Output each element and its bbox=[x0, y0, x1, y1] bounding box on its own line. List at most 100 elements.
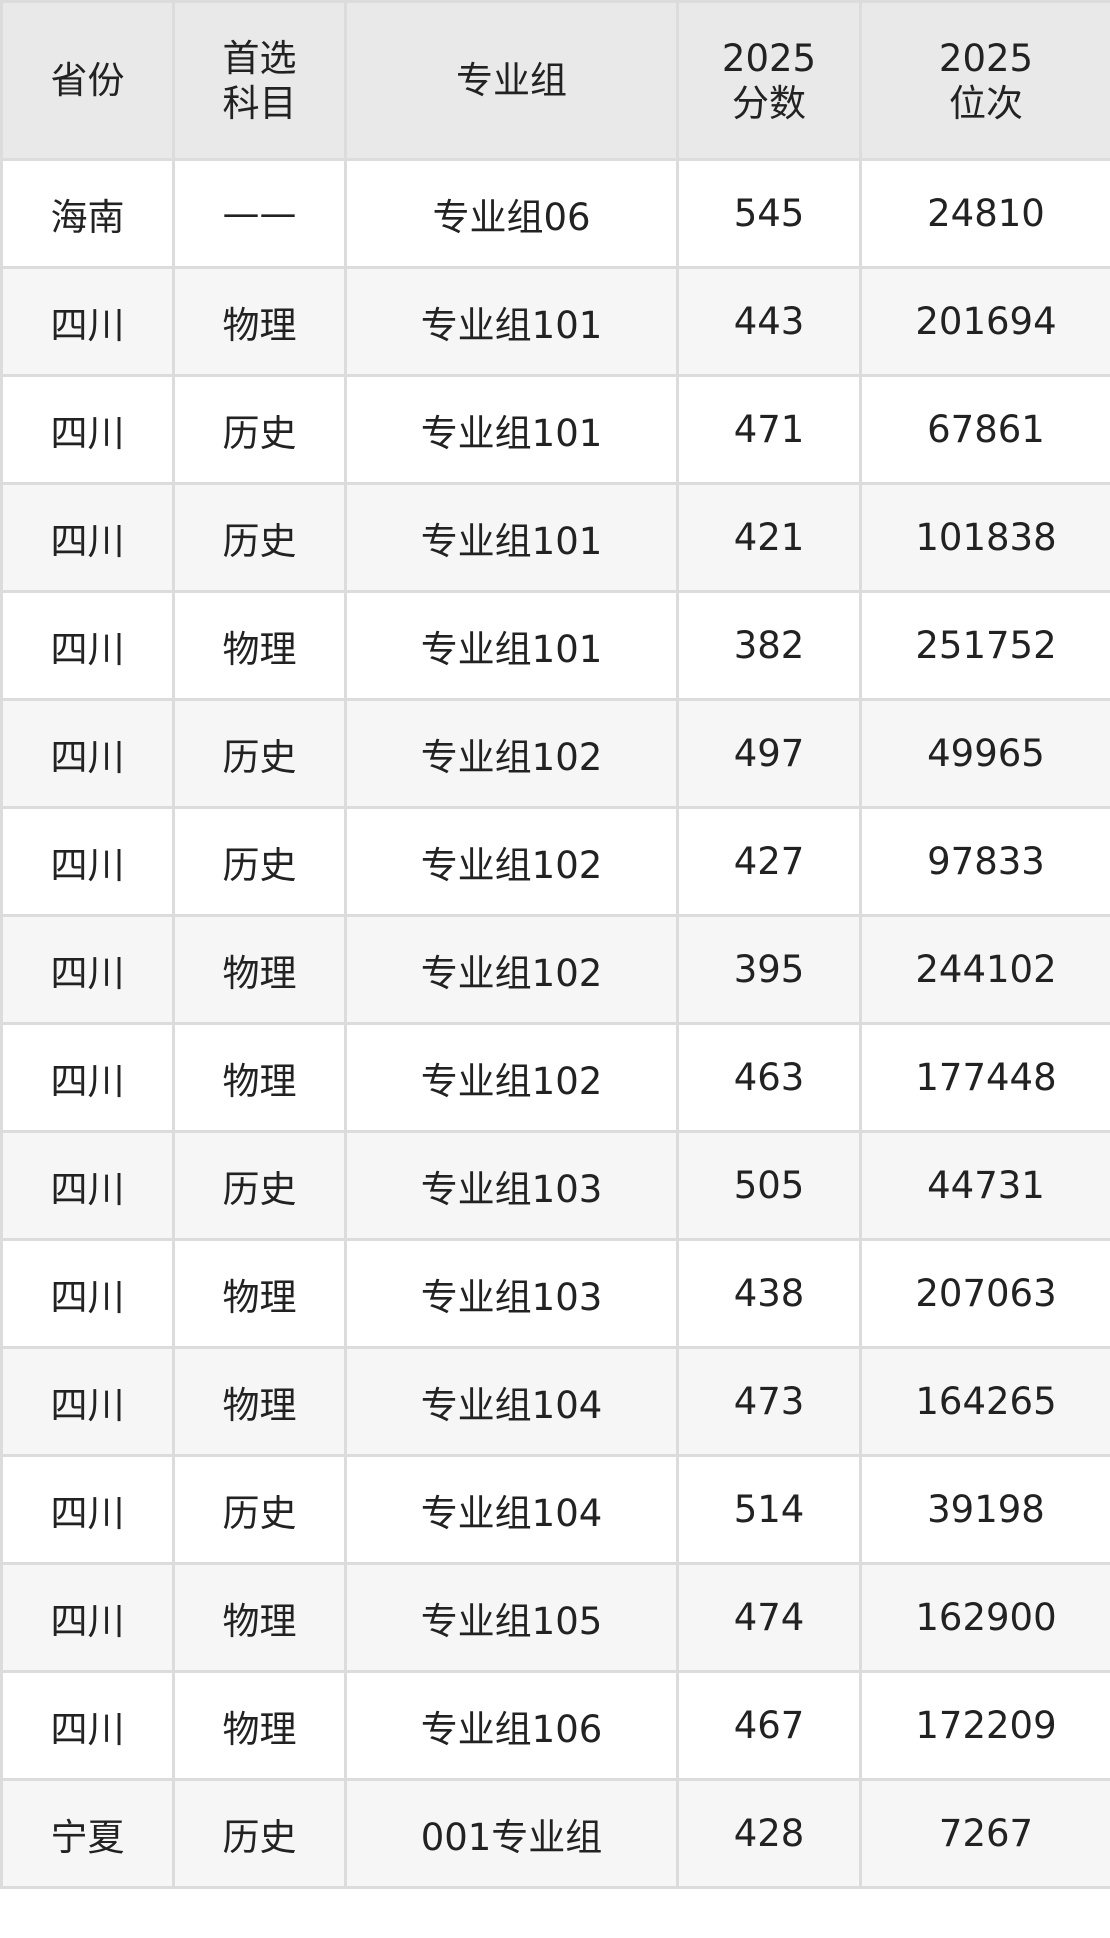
cell-province: 四川 bbox=[0, 374, 175, 485]
cell-rank-2025: 39198 bbox=[859, 1454, 1110, 1565]
cell-score-2025: 443 bbox=[676, 266, 862, 377]
cell-score-2025: 505 bbox=[676, 1130, 862, 1241]
cell-major-group: 专业组101 bbox=[344, 374, 679, 485]
header-text: 省份 bbox=[50, 59, 125, 102]
cell-first-subject: 物理 bbox=[172, 1670, 347, 1781]
cell-rank-2025: 251752 bbox=[859, 590, 1110, 701]
header-text: 专业组 bbox=[456, 59, 567, 102]
table-row: 四川 物理 专业组101 443 201694 bbox=[0, 266, 1110, 377]
table-row: 四川 物理 专业组105 474 162900 bbox=[0, 1562, 1110, 1673]
header-text: 首选 bbox=[222, 36, 297, 80]
cell-rank-2025: 177448 bbox=[859, 1022, 1110, 1133]
header-province: 省份 bbox=[0, 0, 175, 161]
cell-first-subject: 物理 bbox=[172, 914, 347, 1025]
header-text: 2025 bbox=[721, 36, 817, 80]
header-first-subject: 首选 科目 bbox=[172, 0, 347, 161]
cell-score-2025: 467 bbox=[676, 1670, 862, 1781]
header-text: 分数 bbox=[732, 81, 806, 125]
cell-major-group: 专业组102 bbox=[344, 914, 679, 1025]
cell-score-2025: 427 bbox=[676, 806, 862, 917]
cell-province: 四川 bbox=[0, 590, 175, 701]
cell-province: 四川 bbox=[0, 1238, 175, 1349]
cell-major-group: 专业组102 bbox=[344, 1022, 679, 1133]
cell-rank-2025: 201694 bbox=[859, 266, 1110, 377]
table-row: 四川 物理 专业组101 382 251752 bbox=[0, 590, 1110, 701]
cell-province: 宁夏 bbox=[0, 1778, 175, 1889]
table-row: 四川 历史 专业组102 427 97833 bbox=[0, 806, 1110, 917]
table-row: 海南 —— 专业组06 545 24810 bbox=[0, 158, 1110, 269]
table-header: 省份 首选 科目 专业组 2025 分数 2025 位次 bbox=[0, 0, 1110, 161]
cell-score-2025: 463 bbox=[676, 1022, 862, 1133]
cell-rank-2025: 172209 bbox=[859, 1670, 1110, 1781]
cell-major-group: 001专业组 bbox=[344, 1778, 679, 1889]
cell-major-group: 专业组06 bbox=[344, 158, 679, 269]
cell-major-group: 专业组102 bbox=[344, 806, 679, 917]
cell-province: 四川 bbox=[0, 266, 175, 377]
header-major-group: 专业组 bbox=[344, 0, 679, 161]
cell-major-group: 专业组105 bbox=[344, 1562, 679, 1673]
cell-first-subject: 物理 bbox=[172, 266, 347, 377]
header-text: 2025 bbox=[938, 36, 1034, 80]
cell-province: 四川 bbox=[0, 482, 175, 593]
cell-major-group: 专业组106 bbox=[344, 1670, 679, 1781]
cell-rank-2025: 7267 bbox=[859, 1778, 1110, 1889]
cell-rank-2025: 244102 bbox=[859, 914, 1110, 1025]
cell-first-subject: 历史 bbox=[172, 806, 347, 917]
table-row: 宁夏 历史 001专业组 428 7267 bbox=[0, 1778, 1110, 1889]
header-row: 省份 首选 科目 专业组 2025 分数 2025 位次 bbox=[0, 0, 1110, 161]
cell-major-group: 专业组101 bbox=[344, 482, 679, 593]
cell-major-group: 专业组102 bbox=[344, 698, 679, 809]
cell-rank-2025: 101838 bbox=[859, 482, 1110, 593]
cell-province: 四川 bbox=[0, 1670, 175, 1781]
cell-major-group: 专业组104 bbox=[344, 1454, 679, 1565]
cell-first-subject: 历史 bbox=[172, 1778, 347, 1889]
cell-major-group: 专业组103 bbox=[344, 1238, 679, 1349]
cell-score-2025: 474 bbox=[676, 1562, 862, 1673]
cell-score-2025: 514 bbox=[676, 1454, 862, 1565]
cell-rank-2025: 164265 bbox=[859, 1346, 1110, 1457]
cell-rank-2025: 49965 bbox=[859, 698, 1110, 809]
cell-province: 四川 bbox=[0, 1130, 175, 1241]
cell-score-2025: 438 bbox=[676, 1238, 862, 1349]
cell-first-subject: —— bbox=[172, 158, 347, 269]
header-score-2025: 2025 分数 bbox=[676, 0, 862, 161]
cell-score-2025: 395 bbox=[676, 914, 862, 1025]
cell-province: 四川 bbox=[0, 914, 175, 1025]
table-row: 四川 历史 专业组101 421 101838 bbox=[0, 482, 1110, 593]
cell-major-group: 专业组101 bbox=[344, 266, 679, 377]
cell-score-2025: 473 bbox=[676, 1346, 862, 1457]
table-body: 海南 —— 专业组06 545 24810 四川 物理 专业组101 443 201694 四川 历史… bbox=[0, 158, 1110, 1889]
cell-score-2025: 421 bbox=[676, 482, 862, 593]
cell-first-subject: 历史 bbox=[172, 374, 347, 485]
cell-first-subject: 物理 bbox=[172, 1562, 347, 1673]
header-text: 科目 bbox=[222, 81, 297, 125]
cell-first-subject: 历史 bbox=[172, 1130, 347, 1241]
cell-major-group: 专业组104 bbox=[344, 1346, 679, 1457]
cell-province: 四川 bbox=[0, 698, 175, 809]
cell-score-2025: 497 bbox=[676, 698, 862, 809]
table-row: 四川 物理 专业组104 473 164265 bbox=[0, 1346, 1110, 1457]
cell-first-subject: 历史 bbox=[172, 698, 347, 809]
cell-first-subject: 物理 bbox=[172, 590, 347, 701]
table-row: 四川 历史 专业组102 497 49965 bbox=[0, 698, 1110, 809]
header-text: 位次 bbox=[949, 81, 1023, 125]
cell-score-2025: 428 bbox=[676, 1778, 862, 1889]
cell-province: 四川 bbox=[0, 1454, 175, 1565]
admission-scores-table: 省份 首选 科目 专业组 2025 分数 2025 位次 海南 —— 专业组06 545 24810 四… bbox=[0, 0, 1110, 1889]
cell-rank-2025: 67861 bbox=[859, 374, 1110, 485]
cell-province: 四川 bbox=[0, 1022, 175, 1133]
cell-rank-2025: 162900 bbox=[859, 1562, 1110, 1673]
cell-first-subject: 历史 bbox=[172, 1454, 347, 1565]
cell-rank-2025: 97833 bbox=[859, 806, 1110, 917]
cell-rank-2025: 24810 bbox=[859, 158, 1110, 269]
cell-major-group: 专业组103 bbox=[344, 1130, 679, 1241]
cell-rank-2025: 207063 bbox=[859, 1238, 1110, 1349]
table-row: 四川 物理 专业组102 395 244102 bbox=[0, 914, 1110, 1025]
table-row: 四川 历史 专业组101 471 67861 bbox=[0, 374, 1110, 485]
cell-score-2025: 382 bbox=[676, 590, 862, 701]
header-rank-2025: 2025 位次 bbox=[859, 0, 1110, 161]
cell-first-subject: 物理 bbox=[172, 1346, 347, 1457]
cell-province: 海南 bbox=[0, 158, 175, 269]
cell-province: 四川 bbox=[0, 806, 175, 917]
table-row: 四川 历史 专业组103 505 44731 bbox=[0, 1130, 1110, 1241]
